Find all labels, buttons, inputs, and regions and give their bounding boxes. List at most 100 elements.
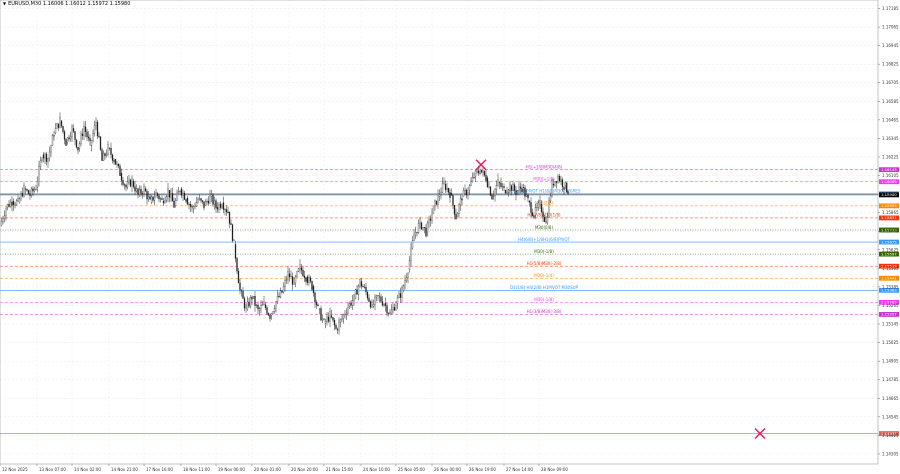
candle-body xyxy=(431,213,433,221)
level-label: H1(3/8)M30(-3/8) xyxy=(527,309,562,314)
candle-body xyxy=(90,139,93,146)
candle-body xyxy=(225,209,228,213)
candle-body xyxy=(89,137,91,141)
candle-body xyxy=(332,317,334,321)
candle-body xyxy=(164,200,166,204)
candle-body xyxy=(374,296,376,305)
candle-body xyxy=(435,200,438,205)
candle-body xyxy=(542,211,544,218)
candle-body xyxy=(315,302,318,306)
x-tick-label: 24 Nov 10:00 xyxy=(363,467,390,472)
candle-body xyxy=(80,133,82,144)
candle-body xyxy=(282,286,285,293)
candle-body xyxy=(317,304,319,307)
price-tag xyxy=(879,239,899,245)
candle-body xyxy=(59,117,61,128)
candle-body xyxy=(147,196,150,200)
candle-body xyxy=(528,200,531,203)
candle-body xyxy=(44,153,46,159)
candle-body xyxy=(380,296,382,302)
price-tag-label: 1.15597 xyxy=(881,251,897,256)
candle-body xyxy=(458,204,460,214)
candle-body xyxy=(372,303,375,307)
candle-body xyxy=(426,222,429,233)
candle-body xyxy=(539,199,541,204)
candle-body xyxy=(215,200,217,209)
candle-body xyxy=(257,304,259,310)
price-tag-label: 1.15519 xyxy=(881,263,897,268)
x-tick-label: 13 Nov 07:00 xyxy=(39,467,66,472)
candle-body xyxy=(516,190,519,192)
candle-body xyxy=(216,207,219,210)
y-tick-label: 1.16225 xyxy=(882,154,899,159)
price-tag-label: 1.15753 xyxy=(881,227,897,232)
x-tick-label: 25 Nov 05:00 xyxy=(398,467,425,472)
candle-body xyxy=(152,196,154,201)
price-tag xyxy=(879,312,899,317)
candle-body xyxy=(132,180,135,187)
candle-body xyxy=(500,182,502,187)
candle-body xyxy=(197,199,199,203)
candle-body xyxy=(558,176,561,182)
cross-marker xyxy=(754,428,766,440)
y-tick-label: 1.15985 xyxy=(882,192,899,197)
candle-body xyxy=(218,203,220,210)
price-tag-label: 1.15363 xyxy=(881,288,897,293)
candle-body xyxy=(461,198,463,201)
candle-body xyxy=(341,318,343,320)
candle-body xyxy=(549,195,552,202)
x-tick-label: 26 Nov 19:00 xyxy=(469,467,496,472)
candle-body xyxy=(156,193,159,196)
price-tag xyxy=(879,179,899,185)
candle-body xyxy=(566,182,568,192)
candle-body xyxy=(185,199,187,202)
candle-body xyxy=(134,186,136,192)
candle-body xyxy=(548,200,550,218)
candle-body xyxy=(17,197,19,201)
candle-body xyxy=(495,185,498,190)
candle-body xyxy=(567,191,569,194)
candle-body xyxy=(269,315,271,319)
candle-body xyxy=(393,307,396,311)
level-label: H1(7/8)M30(1/8) xyxy=(527,213,561,218)
candle-body xyxy=(383,304,385,306)
price-tag-label: 1.15441 xyxy=(881,276,897,281)
level-label: M30(-1/8) xyxy=(534,249,554,254)
candle-body xyxy=(524,187,526,197)
y-tick-label: 1.15145 xyxy=(882,322,899,327)
candle-body xyxy=(456,213,459,217)
candle-body xyxy=(350,303,352,306)
candle-body xyxy=(210,194,213,197)
level-label: D1(+2/8)PIVOT H1(8/8)M30(3/8)RES xyxy=(508,189,581,194)
price-series xyxy=(0,112,569,335)
candle-body xyxy=(161,198,163,200)
collapse-icon[interactable]: ▼ xyxy=(3,1,7,6)
candle-body xyxy=(407,273,409,279)
candle-body xyxy=(272,311,274,314)
candle-body xyxy=(408,260,411,270)
candle-body xyxy=(294,276,297,284)
candle-body xyxy=(278,295,280,298)
candle-body xyxy=(314,292,316,303)
price-tag xyxy=(879,263,899,269)
candle-body xyxy=(110,147,112,155)
candle-body xyxy=(515,190,517,195)
candle-body xyxy=(251,297,253,300)
candle-body xyxy=(99,136,102,150)
candle-body xyxy=(362,286,364,288)
candle-body xyxy=(561,179,564,188)
candle-body xyxy=(446,188,448,190)
candle-body xyxy=(411,240,414,249)
time-axis: 12 Nov 2025 13 Nov 07:00 14 Nov 02:00 14 No… xyxy=(0,464,568,472)
y-tick-label: 1.14305 xyxy=(882,451,899,456)
candle-body xyxy=(233,239,235,241)
candle-body xyxy=(449,192,451,199)
candle-body xyxy=(114,159,117,165)
candle-body xyxy=(261,304,264,306)
y-tick-label: 1.17185 xyxy=(882,6,899,11)
candle-body xyxy=(365,286,367,293)
candle-body xyxy=(546,217,549,223)
candle-body xyxy=(410,247,412,261)
candle-body xyxy=(8,204,10,207)
